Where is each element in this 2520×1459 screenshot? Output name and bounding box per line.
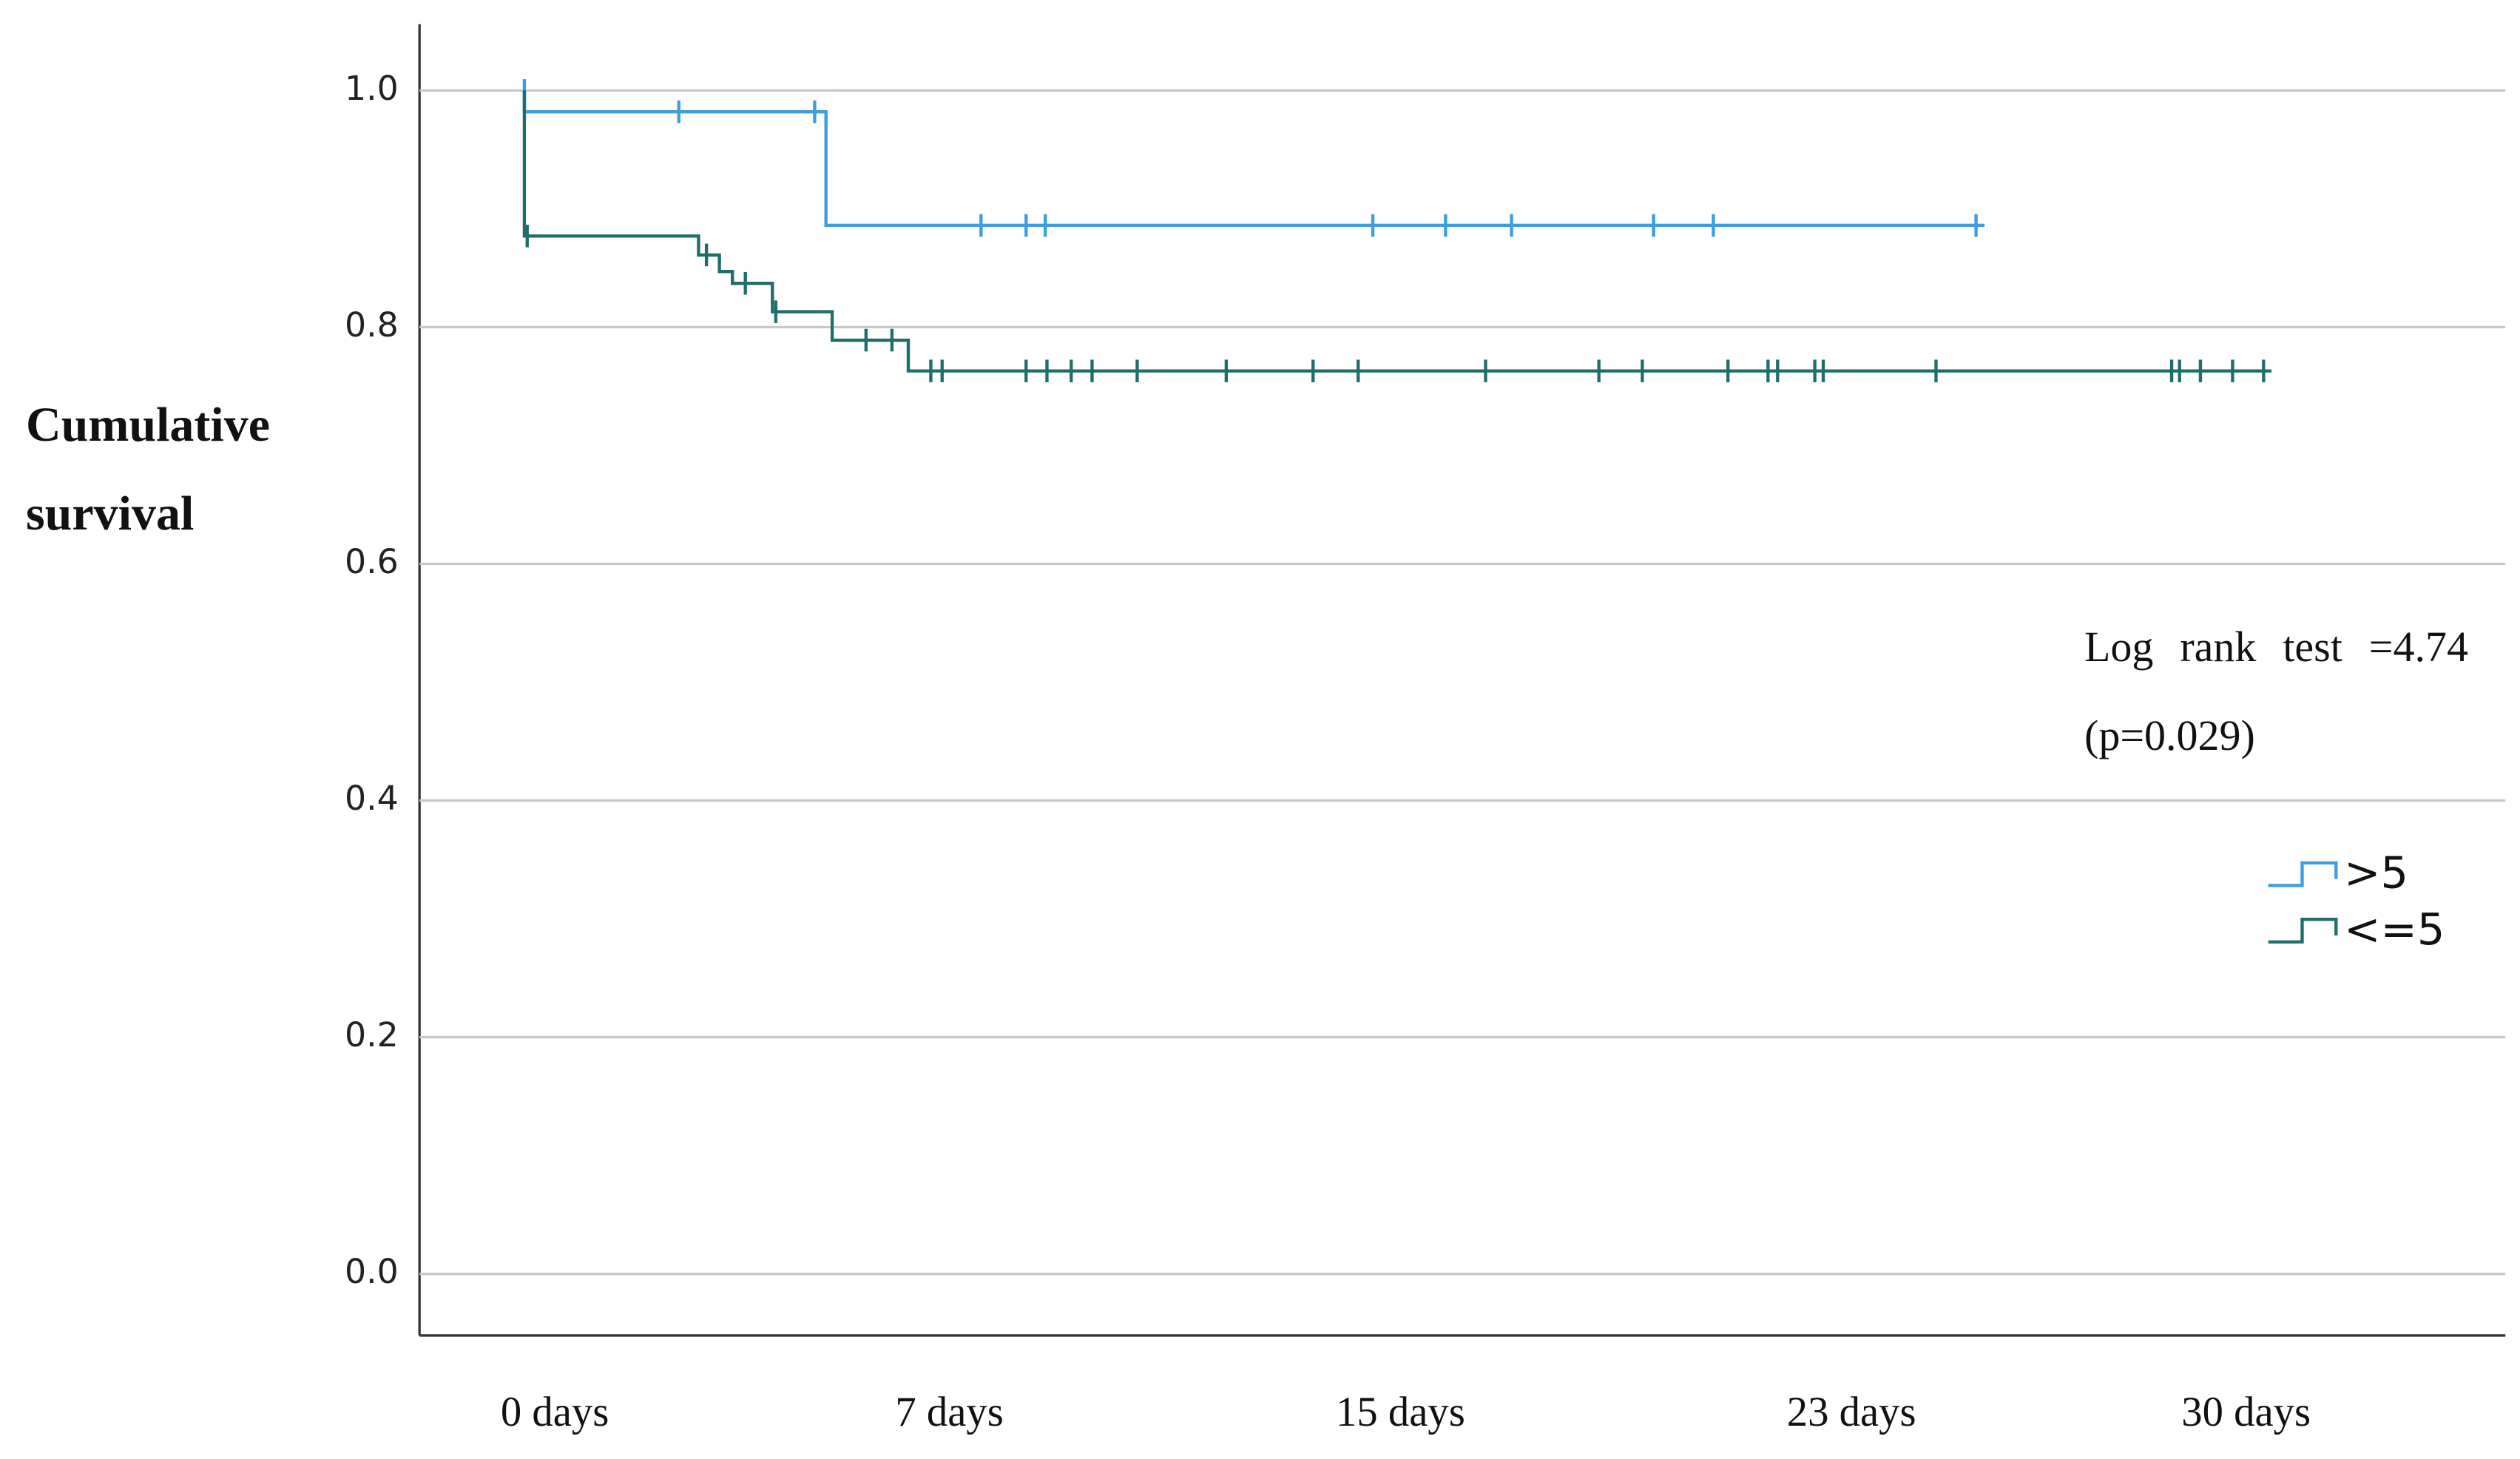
survival-curve xyxy=(522,90,2271,373)
legend-swatch xyxy=(2268,918,2338,944)
x-tick-label: 7 days xyxy=(895,1389,1003,1435)
y-tick-label: 0.2 xyxy=(345,1015,399,1055)
y-tick-label: 1.0 xyxy=(345,68,399,108)
legend-label: <=5 xyxy=(2344,904,2445,955)
legend-swatch xyxy=(2268,861,2338,887)
survival-curve xyxy=(522,90,1985,227)
y-tick-label: 0.6 xyxy=(345,541,399,581)
legend-label: >5 xyxy=(2344,847,2408,898)
y-axis-label: Cumulative survival xyxy=(26,398,270,541)
annotation: Log rank test =4.74 (p=0.029) xyxy=(2084,623,2468,759)
x-tick-label: 15 days xyxy=(1336,1389,1465,1435)
y-tick-label: 0.4 xyxy=(345,778,399,818)
x-tick-label: 23 days xyxy=(1787,1389,1916,1435)
y-tick-label: 0.8 xyxy=(345,305,399,345)
x-tick-label: 0 days xyxy=(501,1389,609,1435)
x-tick-label: 30 days xyxy=(2181,1389,2311,1435)
y-tick-label: 0.0 xyxy=(345,1251,399,1291)
